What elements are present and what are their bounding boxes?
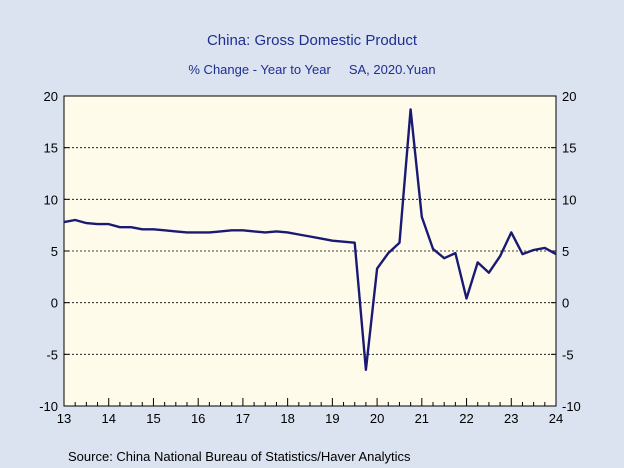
- y-tick-label: 0: [562, 296, 569, 311]
- y-tick-label: 5: [562, 244, 569, 259]
- x-tick-label: 13: [57, 411, 71, 426]
- chart-title: China: Gross Domestic Product: [207, 32, 418, 49]
- x-tick-label: 23: [504, 411, 518, 426]
- x-axis: 13 14 15 16 17 18 19 20 21 22 23 24: [57, 398, 563, 426]
- y-tick-label: -5: [562, 347, 574, 362]
- chart-subtitle: % Change - Year to Year SA, 2020.Yuan: [188, 62, 435, 77]
- y-tick-label: 0: [51, 296, 58, 311]
- y-tick-label: 10: [562, 192, 576, 207]
- x-tick-label: 17: [236, 411, 250, 426]
- y-tick-label: -10: [562, 399, 581, 414]
- x-tick-label: 14: [101, 411, 115, 426]
- x-tick-label: 21: [415, 411, 429, 426]
- y-tick-label: 15: [562, 141, 576, 156]
- gridlines: [64, 147, 556, 355]
- series-line-gdp: [63, 108, 557, 371]
- y-tick-label: 15: [44, 141, 58, 156]
- y-tick-label: 5: [51, 244, 58, 259]
- y-tick-label: 10: [44, 192, 58, 207]
- source-note: Source: China National Bureau of Statist…: [68, 449, 411, 464]
- y-tick-label: -10: [39, 399, 58, 414]
- y-axis-left: 20 15 10 5 0 -5 -10: [39, 89, 69, 414]
- x-tick-label: 20: [370, 411, 384, 426]
- x-tick-label: 24: [549, 411, 563, 426]
- x-tick-label: 19: [325, 411, 339, 426]
- x-tick-label: 18: [280, 411, 294, 426]
- y-tick-label: 20: [562, 89, 576, 104]
- y-axis-right: 20 15 10 5 0 -5 -10: [551, 89, 581, 414]
- x-tick-label: 15: [146, 411, 160, 426]
- y-tick-label: 20: [44, 89, 58, 104]
- y-tick-label: -5: [46, 347, 58, 362]
- x-tick-label: 22: [459, 411, 473, 426]
- x-tick-label: 16: [191, 411, 205, 426]
